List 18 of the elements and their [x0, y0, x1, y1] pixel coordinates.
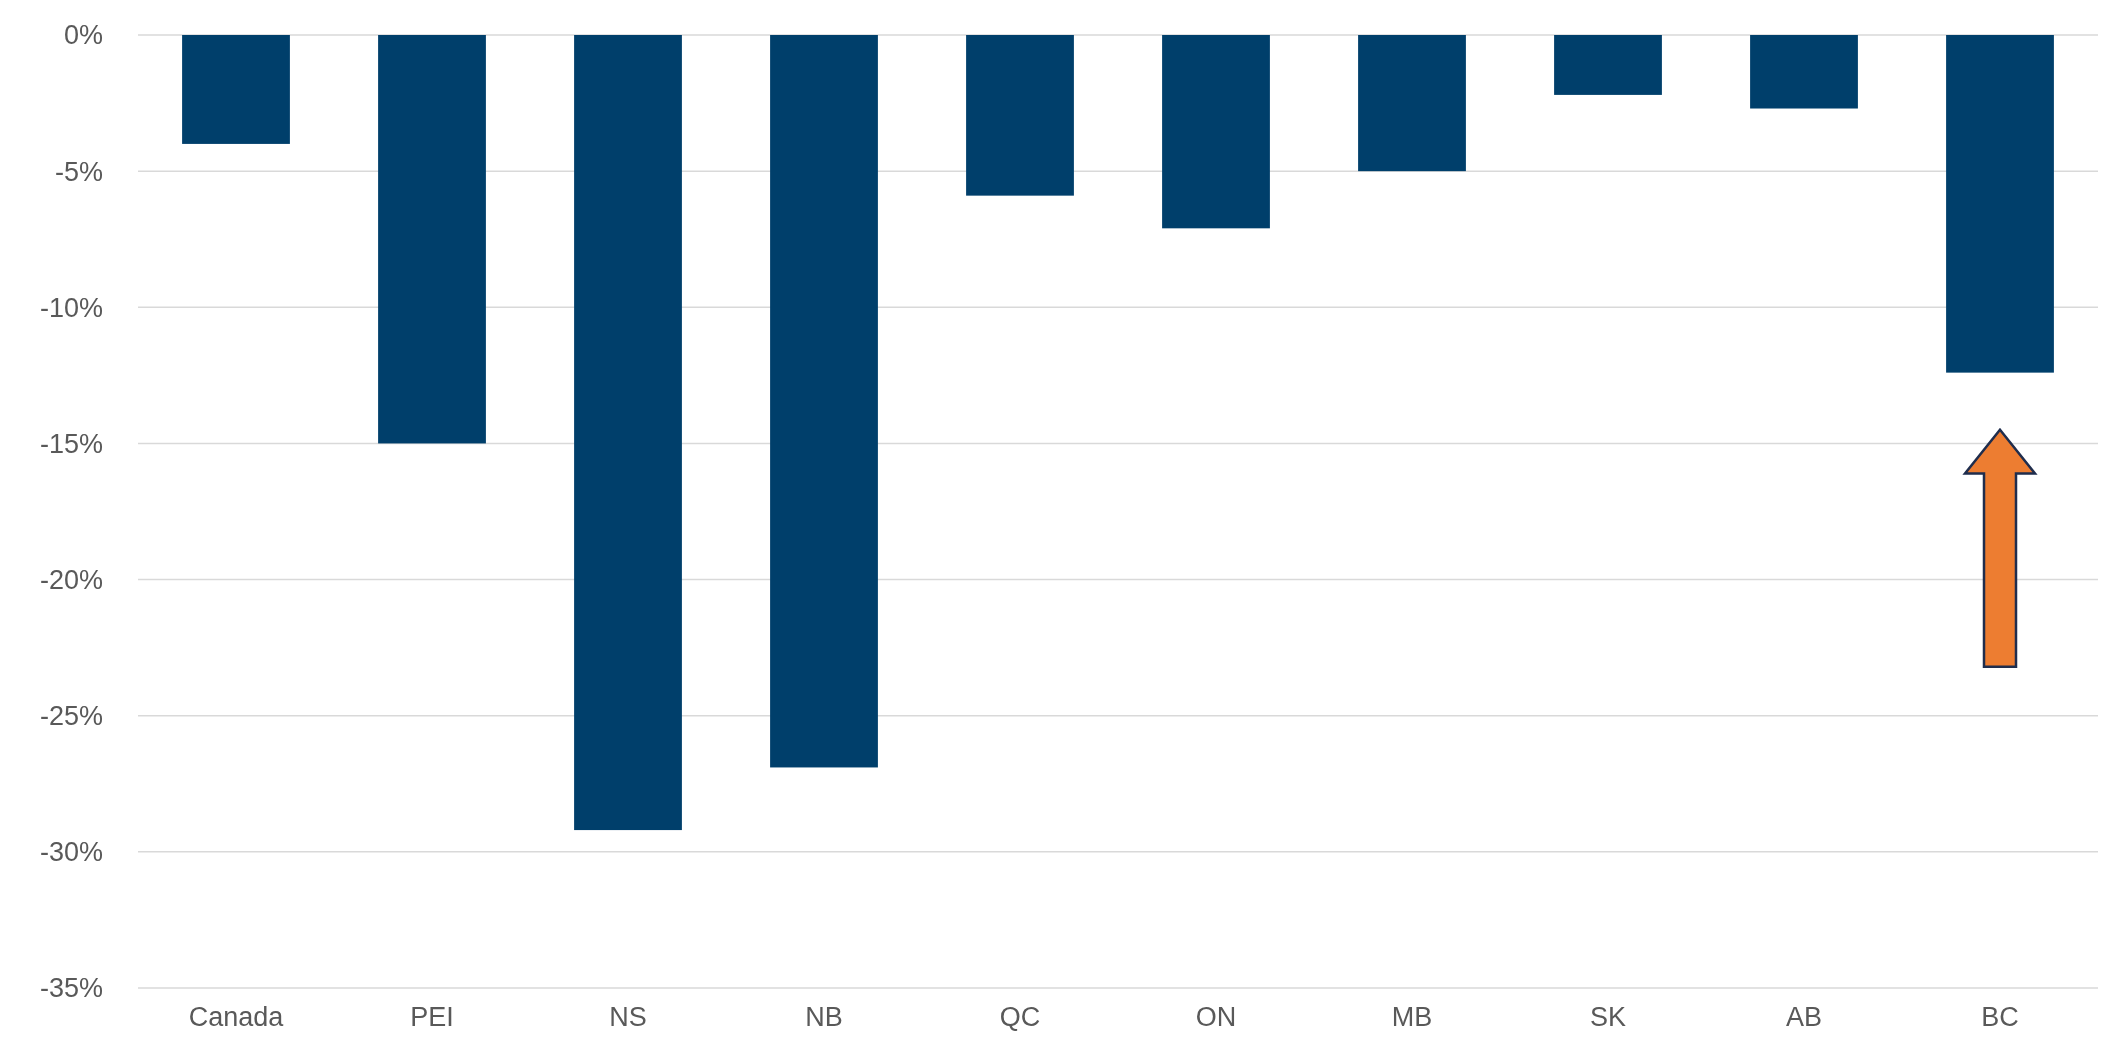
- y-tick-label: -30%: [39, 837, 103, 868]
- x-tick-label: Canada: [188, 1002, 285, 1032]
- x-tick-label: QC: [999, 1002, 1041, 1032]
- y-tick-label: -35%: [39, 973, 103, 1004]
- x-tick-label: ON: [1195, 1002, 1237, 1032]
- y-tick-label: -20%: [39, 565, 103, 596]
- y-tick-label: 0%: [63, 20, 103, 51]
- x-tick-label: PEI: [410, 1002, 454, 1032]
- x-tick-label: MB: [1391, 1002, 1433, 1032]
- x-tick-label: NB: [805, 1002, 843, 1032]
- x-tick-label: AB: [1785, 1002, 1823, 1032]
- x-tick-label: BC: [1981, 1002, 2019, 1032]
- y-tick-label: -15%: [39, 428, 103, 459]
- y-tick-label: -10%: [39, 292, 103, 323]
- x-tick-label: NS: [609, 1002, 647, 1032]
- y-tick-label: -5%: [54, 156, 103, 187]
- y-tick-label: -25%: [39, 701, 103, 732]
- x-tick-label: SK: [1589, 1002, 1627, 1032]
